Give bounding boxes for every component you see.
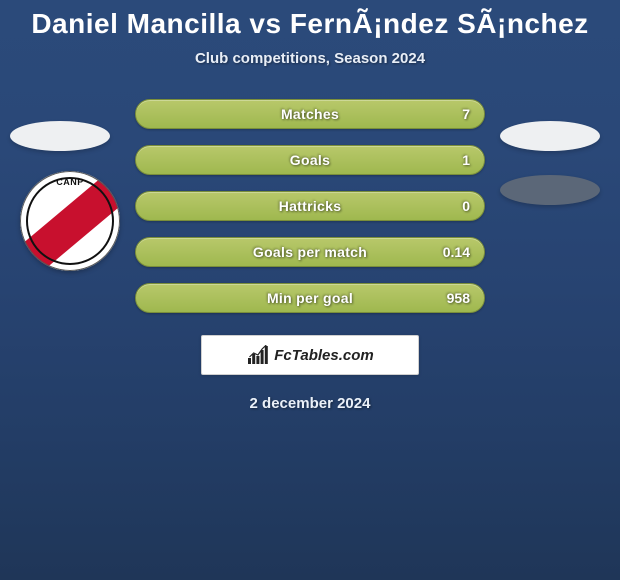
stat-value: 958 xyxy=(447,290,470,306)
stat-label: Min per goal xyxy=(267,290,353,306)
bar-chart-icon xyxy=(246,345,270,365)
stat-value: 0.14 xyxy=(443,244,470,260)
stat-label: Goals xyxy=(290,152,330,168)
stat-label: Goals per match xyxy=(253,244,367,260)
stats-container: Matches 7 Goals 1 Hattricks 0 Goals per match 0… xyxy=(135,99,485,313)
stat-label: Hattricks xyxy=(279,198,342,214)
page-title: Daniel Mancilla vs FernÃ¡ndez SÃ¡nchez xyxy=(0,0,620,40)
stat-value: 1 xyxy=(462,152,470,168)
brand-text: FcTables.com xyxy=(274,347,373,364)
stat-label: Matches xyxy=(281,106,339,122)
stat-row: Goals 1 xyxy=(135,145,485,175)
stat-row: Hattricks 0 xyxy=(135,191,485,221)
crest-abbrev: CANP xyxy=(56,177,84,187)
stat-row: Min per goal 958 xyxy=(135,283,485,313)
page-subtitle: Club competitions, Season 2024 xyxy=(0,50,620,67)
stat-row: Goals per match 0.14 xyxy=(135,237,485,267)
brand-box: FcTables.com xyxy=(201,335,419,375)
date-line: 2 december 2024 xyxy=(0,395,620,412)
stat-row: Matches 7 xyxy=(135,99,485,129)
player1-club-crest: CANP xyxy=(20,171,120,271)
player2-photo-placeholder xyxy=(500,121,600,151)
player1-photo-placeholder xyxy=(10,121,110,151)
player2-club-placeholder xyxy=(500,175,600,205)
stat-value: 0 xyxy=(462,198,470,214)
stat-value: 7 xyxy=(462,106,470,122)
